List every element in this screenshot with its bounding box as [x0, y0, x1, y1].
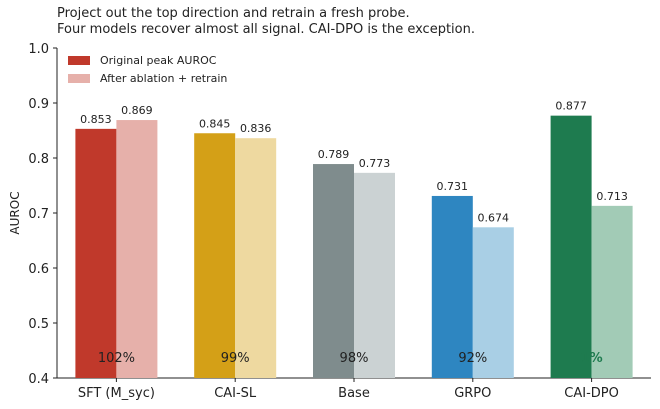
bar-after — [354, 172, 395, 378]
bar-value-label: 0.773 — [359, 157, 391, 170]
bar-value-label: 0.836 — [240, 122, 272, 135]
bar-value-label: 0.789 — [318, 148, 350, 161]
recovery-percent-label: 1% — [581, 351, 603, 366]
legend-swatch-after — [68, 74, 90, 83]
bar-original — [194, 133, 236, 378]
y-tick-label: 1.0 — [28, 42, 49, 57]
chart-title-line-2: Four models recover almost all signal. C… — [57, 22, 475, 37]
legend-label-after: After ablation + retrain — [100, 72, 228, 85]
y-tick-label: 0.8 — [28, 152, 49, 167]
recovery-percent-label: 98% — [340, 351, 369, 366]
y-axis-label: AUROC — [8, 191, 22, 234]
y-tick-label: 0.9 — [28, 97, 49, 112]
bar-original — [313, 164, 354, 378]
x-tick-label: SFT (M_syc) — [78, 386, 155, 401]
bar-value-label: 0.731 — [437, 180, 469, 193]
legend-item-original: Original peak AUROC — [68, 54, 216, 67]
bar-value-label: 0.845 — [199, 117, 231, 130]
x-tick-label: Base — [338, 386, 370, 401]
bar-original — [550, 115, 592, 379]
recovery-percent-label: 99% — [221, 351, 250, 366]
bar-value-label: 0.853 — [80, 113, 112, 126]
chart-title-line-1: Project out the top direction and retrai… — [57, 6, 410, 21]
legend-item-after: After ablation + retrain — [68, 72, 227, 85]
bar-value-label: 0.674 — [478, 211, 510, 224]
x-tick-label: GRPO — [454, 386, 491, 401]
bar-after — [235, 138, 277, 378]
bar-after — [116, 120, 158, 379]
x-tick-label: CAI-DPO — [564, 386, 619, 401]
y-tick-label: 0.4 — [28, 372, 49, 387]
bar-value-label: 0.869 — [121, 104, 153, 117]
bar-original — [75, 128, 117, 378]
y-tick-label: 0.7 — [28, 207, 49, 222]
legend-label-original: Original peak AUROC — [100, 54, 217, 67]
recovery-percent-label: 92% — [458, 351, 487, 366]
bar-value-label: 0.713 — [596, 190, 628, 203]
y-tick-label: 0.6 — [28, 262, 49, 277]
bar-value-label: 0.877 — [555, 100, 587, 113]
y-tick-label: 0.5 — [28, 317, 49, 332]
recovery-percent-label: 102% — [98, 351, 135, 366]
legend-swatch-original — [68, 56, 90, 65]
bar-after — [591, 205, 633, 378]
bar-after — [472, 227, 514, 378]
bar-original — [431, 195, 473, 378]
x-tick-label: CAI-SL — [214, 386, 257, 401]
